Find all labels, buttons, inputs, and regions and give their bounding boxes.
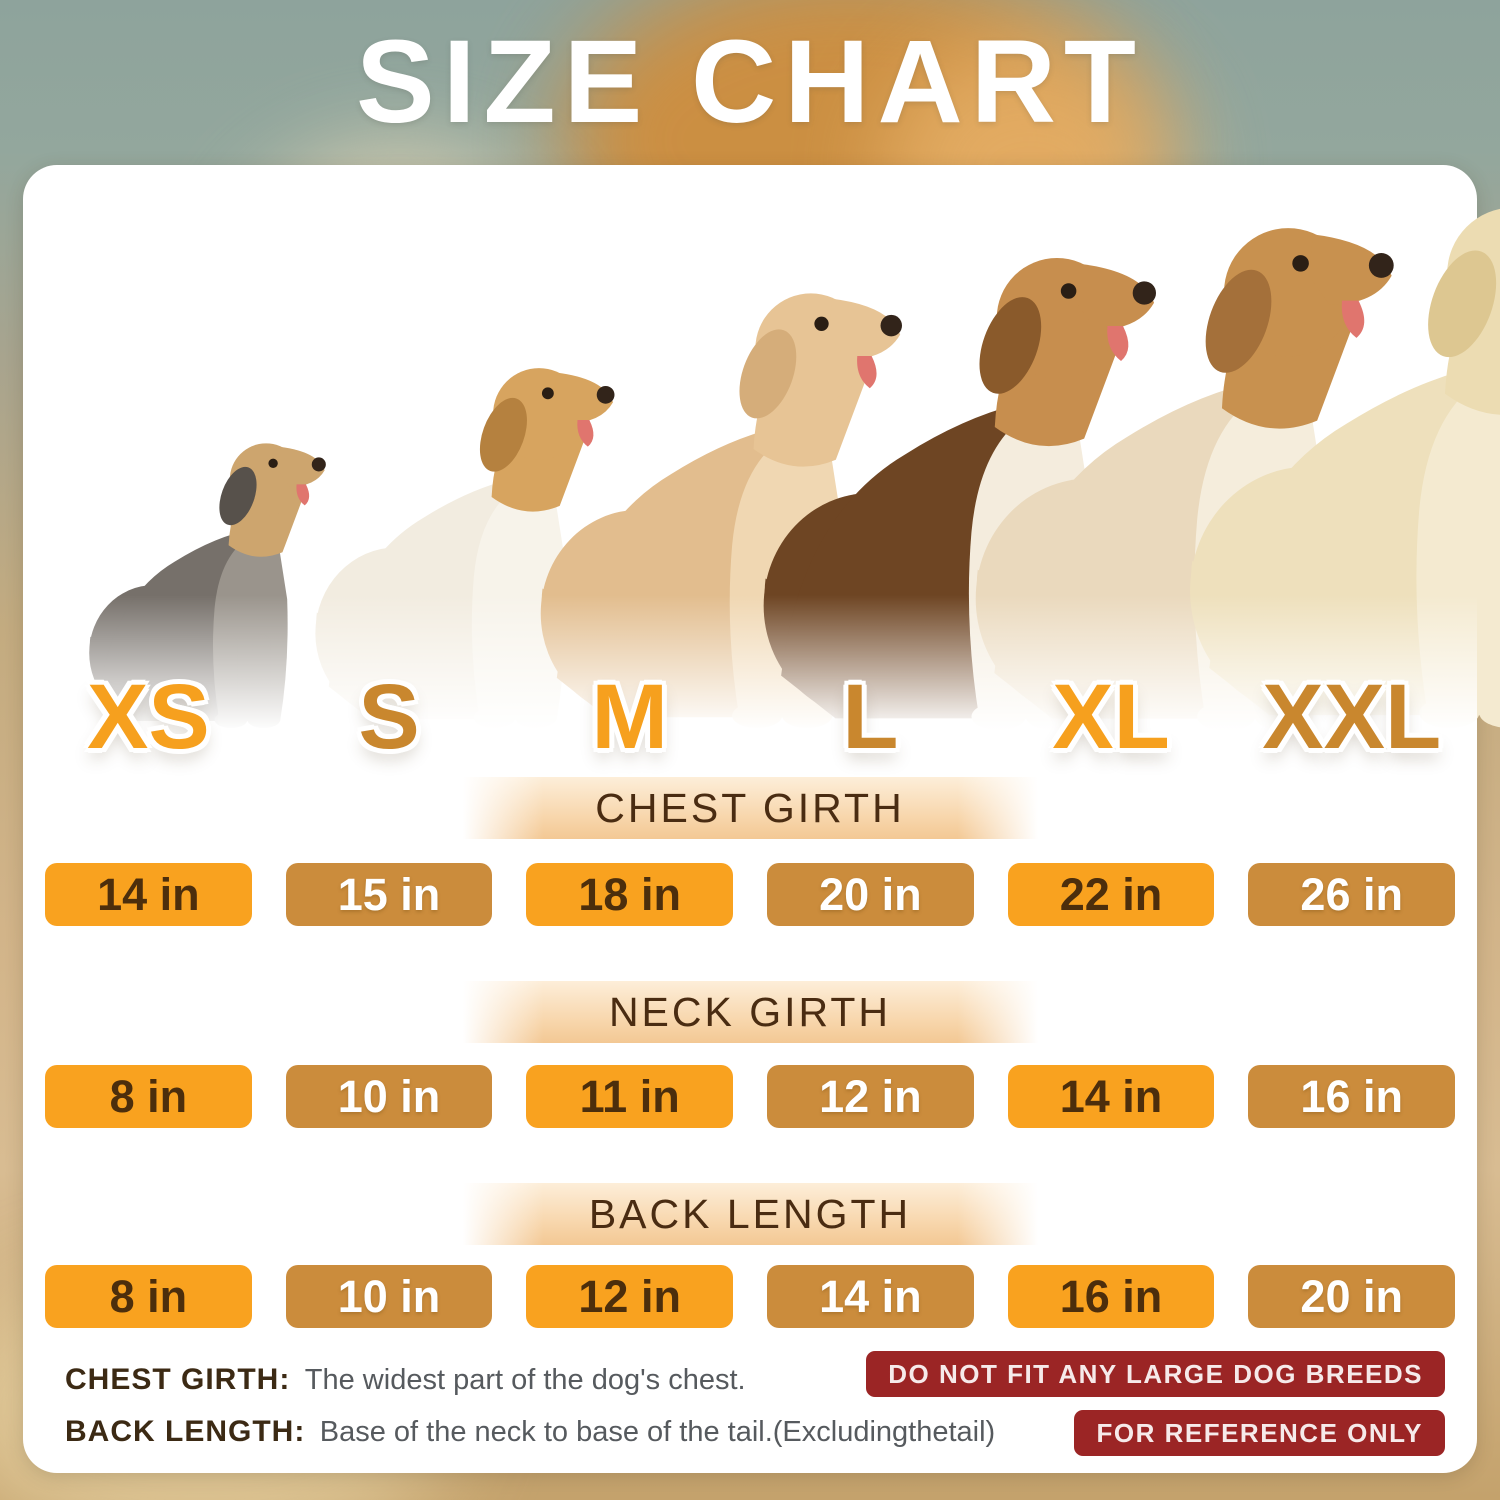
section-header-neck-girth: NECK GIRTH <box>23 981 1477 1043</box>
chest-girth-values-row: 14 in 15 in 18 in 20 in 22 in 26 in <box>45 863 1456 926</box>
chest-girth-value-l: 20 in <box>767 863 974 926</box>
chest-girth-value-s: 15 in <box>285 863 493 926</box>
size-label-l: L <box>842 666 899 768</box>
warning-badge-large-breeds: DO NOT FIT ANY LARGE DOG BREEDS <box>866 1351 1445 1397</box>
back-length-value-xl: 16 in <box>1007 1265 1215 1328</box>
size-chart-card: XS S M L XL XXL CHEST GIRTH 14 in 15 in … <box>23 165 1477 1473</box>
back-length-value-s: 10 in <box>285 1265 493 1328</box>
size-labels-row: XS S M L XL XXL <box>45 667 1455 767</box>
chest-girth-value-xl: 22 in <box>1007 863 1215 926</box>
back-length-value-m: 12 in <box>526 1265 734 1328</box>
neck-girth-value-s: 10 in <box>285 1065 493 1128</box>
note-definition: The widest part of the dog's chest. <box>304 1364 746 1396</box>
size-label-m: M <box>591 666 668 768</box>
size-label-xl: XL <box>1052 666 1170 768</box>
note-definition: Base of the neck to base of the tail.(Ex… <box>319 1416 996 1448</box>
chest-girth-value-xxl: 26 in <box>1248 863 1456 926</box>
neck-girth-value-m: 11 in <box>526 1065 734 1128</box>
note-back-length: BACK LENGTH: Base of the neck to base of… <box>65 1415 995 1449</box>
neck-girth-value-xxl: 16 in <box>1248 1065 1456 1128</box>
chest-girth-value-xs: 14 in <box>45 863 252 926</box>
section-header-chest-girth: CHEST GIRTH <box>23 777 1477 839</box>
section-header-label: BACK LENGTH <box>462 1183 1038 1245</box>
neck-girth-value-l: 12 in <box>767 1065 974 1128</box>
neck-girth-value-xl: 14 in <box>1007 1065 1215 1128</box>
neck-girth-values-row: 8 in 10 in 11 in 12 in 14 in 16 in <box>45 1065 1456 1128</box>
chest-girth-value-m: 18 in <box>526 863 734 926</box>
size-label-xxl: XXL <box>1262 666 1442 768</box>
section-header-back-length: BACK LENGTH <box>23 1183 1477 1245</box>
neck-girth-value-xs: 8 in <box>45 1065 252 1128</box>
size-label-xs: XS <box>86 666 210 768</box>
note-term: BACK LENGTH: <box>65 1415 306 1448</box>
note-chest-girth: CHEST GIRTH: The widest part of the dog'… <box>65 1363 995 1397</box>
back-length-value-l: 14 in <box>767 1265 974 1328</box>
measurement-notes: CHEST GIRTH: The widest part of the dog'… <box>65 1363 995 1467</box>
warning-badges: DO NOT FIT ANY LARGE DOG BREEDS FOR REFE… <box>866 1351 1445 1456</box>
section-header-label: NECK GIRTH <box>462 981 1038 1043</box>
page-title: SIZE CHART <box>356 16 1144 148</box>
back-length-value-xxl: 20 in <box>1248 1265 1456 1328</box>
warning-badge-reference-only: FOR REFERENCE ONLY <box>1074 1410 1445 1456</box>
back-length-values-row: 8 in 10 in 12 in 14 in 16 in 20 in <box>45 1265 1456 1328</box>
note-term: CHEST GIRTH: <box>65 1363 291 1396</box>
back-length-value-xs: 8 in <box>45 1265 252 1328</box>
size-label-s: S <box>358 666 420 768</box>
dog-bottom-white-fade <box>23 595 1477 770</box>
section-header-label: CHEST GIRTH <box>462 777 1038 839</box>
